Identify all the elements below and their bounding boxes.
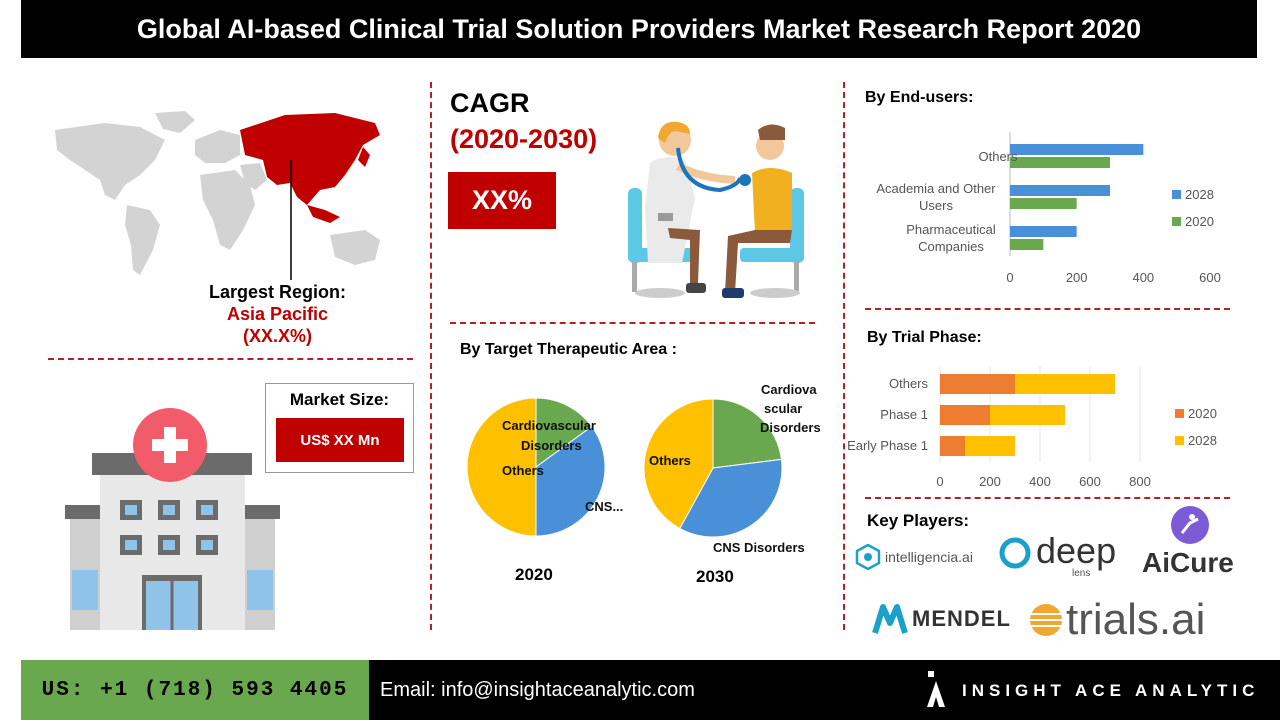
aicure-icon [1171, 506, 1209, 544]
logo-deep-lens: deep lens [998, 530, 1128, 580]
category-label: Pharmaceutical Companies [906, 222, 996, 254]
pie-year-2030: 2030 [696, 567, 734, 586]
pie-label: Others [502, 463, 544, 478]
pie-chart-2030 [643, 398, 783, 538]
x-tick: 0 [936, 474, 943, 489]
x-tick: 200 [1066, 270, 1088, 285]
doctor-patient-icon [628, 121, 804, 298]
logo-mendel: MENDEL [872, 598, 1012, 640]
hospital-icon [65, 408, 280, 630]
therapeutic-pies: Others Cardiovascular Disorders CNS... Ot… [466, 382, 821, 555]
pie-year-2020: 2020 [515, 565, 553, 584]
x-tick: 0 [1006, 270, 1013, 285]
bar-2020-0 [940, 436, 965, 456]
pie-slice-2 [643, 398, 714, 530]
category-label: Early Phase 1 [847, 438, 928, 453]
x-tick: 600 [1079, 474, 1101, 489]
pie-label: CNS... [585, 499, 623, 514]
cagr-value: XX% [448, 172, 556, 229]
pie-chart-2020 [466, 397, 606, 537]
category-label: Academia and Other Users [876, 181, 996, 213]
x-tick: 400 [1029, 474, 1051, 489]
bar-2028-0 [965, 436, 1015, 456]
bar-2028-2 [1015, 374, 1115, 394]
legend-swatch [1172, 190, 1181, 199]
market-size-card: Market Size: US$ XX Mn [265, 383, 414, 473]
legend-swatch [1172, 217, 1181, 226]
brand-logo-icon [927, 671, 945, 707]
x-tick: 600 [1199, 270, 1221, 285]
pie-slice-1 [535, 425, 606, 537]
bar-2020-1 [1010, 198, 1077, 209]
x-tick: 400 [1132, 270, 1154, 285]
world-map [55, 111, 380, 280]
footer-bar: Email: info@insightaceanalytic.com INSIG… [369, 660, 1280, 720]
trials-ai-icon [1030, 604, 1062, 636]
end-users-chart: Pharmaceutical Companies Academia and Othe… [876, 132, 1221, 285]
legend-label: 2020 [1185, 214, 1214, 229]
pie-label: CNS Disorders [713, 540, 805, 555]
legend-label: 2028 [1185, 187, 1214, 202]
market-size-value: US$ XX Mn [276, 418, 404, 462]
end-users-title: By End-users: [865, 89, 974, 106]
bar-2028-2 [1010, 144, 1144, 155]
key-players-title: Key Players: [867, 511, 970, 530]
cagr-label: CAGR [450, 88, 530, 118]
footer-brand: INSIGHT ACE ANALYTIC [962, 681, 1260, 700]
logo-trials-ai: trials.ai [1028, 595, 1253, 645]
x-tick: 800 [1129, 474, 1151, 489]
region-label: Largest Region: [208, 282, 346, 302]
pie-slice-2 [466, 397, 537, 537]
divider [865, 308, 1230, 310]
intelligencia-icon [855, 544, 881, 570]
divider [843, 82, 845, 630]
trial-phase-title: By Trial Phase: [867, 329, 982, 346]
legend-label: 2028 [1188, 433, 1217, 448]
divider [865, 497, 1230, 499]
trial-phase-chart: Early Phase 1 Phase 1 Others 0 200 400 600 800 2… [847, 366, 1217, 489]
region-share: (XX.X%) [242, 326, 312, 346]
pie-label: Others [649, 453, 691, 468]
bar-2020-1 [940, 405, 990, 425]
therapeutic-title: By Target Therapeutic Area : [460, 341, 677, 358]
logo-intelligencia: intelligencia.ai [855, 540, 985, 574]
bar-2028-1 [1010, 185, 1110, 196]
legend-label: 2020 [1188, 406, 1217, 421]
footer-phone: US: +1 (718) 593 4405 [21, 660, 369, 720]
legend-swatch [1175, 436, 1184, 445]
bar-2028-0 [1010, 226, 1077, 237]
mendel-icon [872, 604, 908, 634]
page-title: Global AI-based Clinical Trial Solution … [21, 0, 1257, 58]
bar-2020-2 [940, 374, 1015, 394]
region-name: Asia Pacific [226, 304, 329, 324]
bar-2020-0 [1010, 239, 1044, 250]
divider [48, 358, 413, 360]
x-tick: 200 [979, 474, 1001, 489]
category-label: Others [889, 376, 929, 391]
cagr-period: (2020-2030) [450, 124, 598, 154]
pie-slice-1 [679, 458, 783, 538]
pie-slice-0 [712, 398, 783, 469]
market-size-label: Market Size: [289, 390, 390, 409]
deep-lens-icon [999, 537, 1031, 569]
category-label: Phase 1 [880, 407, 928, 422]
legend-swatch [1175, 409, 1184, 418]
divider [450, 322, 815, 324]
bar-2020-2 [1010, 157, 1110, 168]
bar-2028-1 [990, 405, 1065, 425]
pie-slice-0 [535, 397, 593, 468]
category-label: Others [978, 149, 1018, 164]
divider [430, 82, 432, 630]
logo-aicure: AiCure [1140, 505, 1250, 580]
footer-email: Email: info@insightaceanalytic.com [380, 679, 695, 701]
